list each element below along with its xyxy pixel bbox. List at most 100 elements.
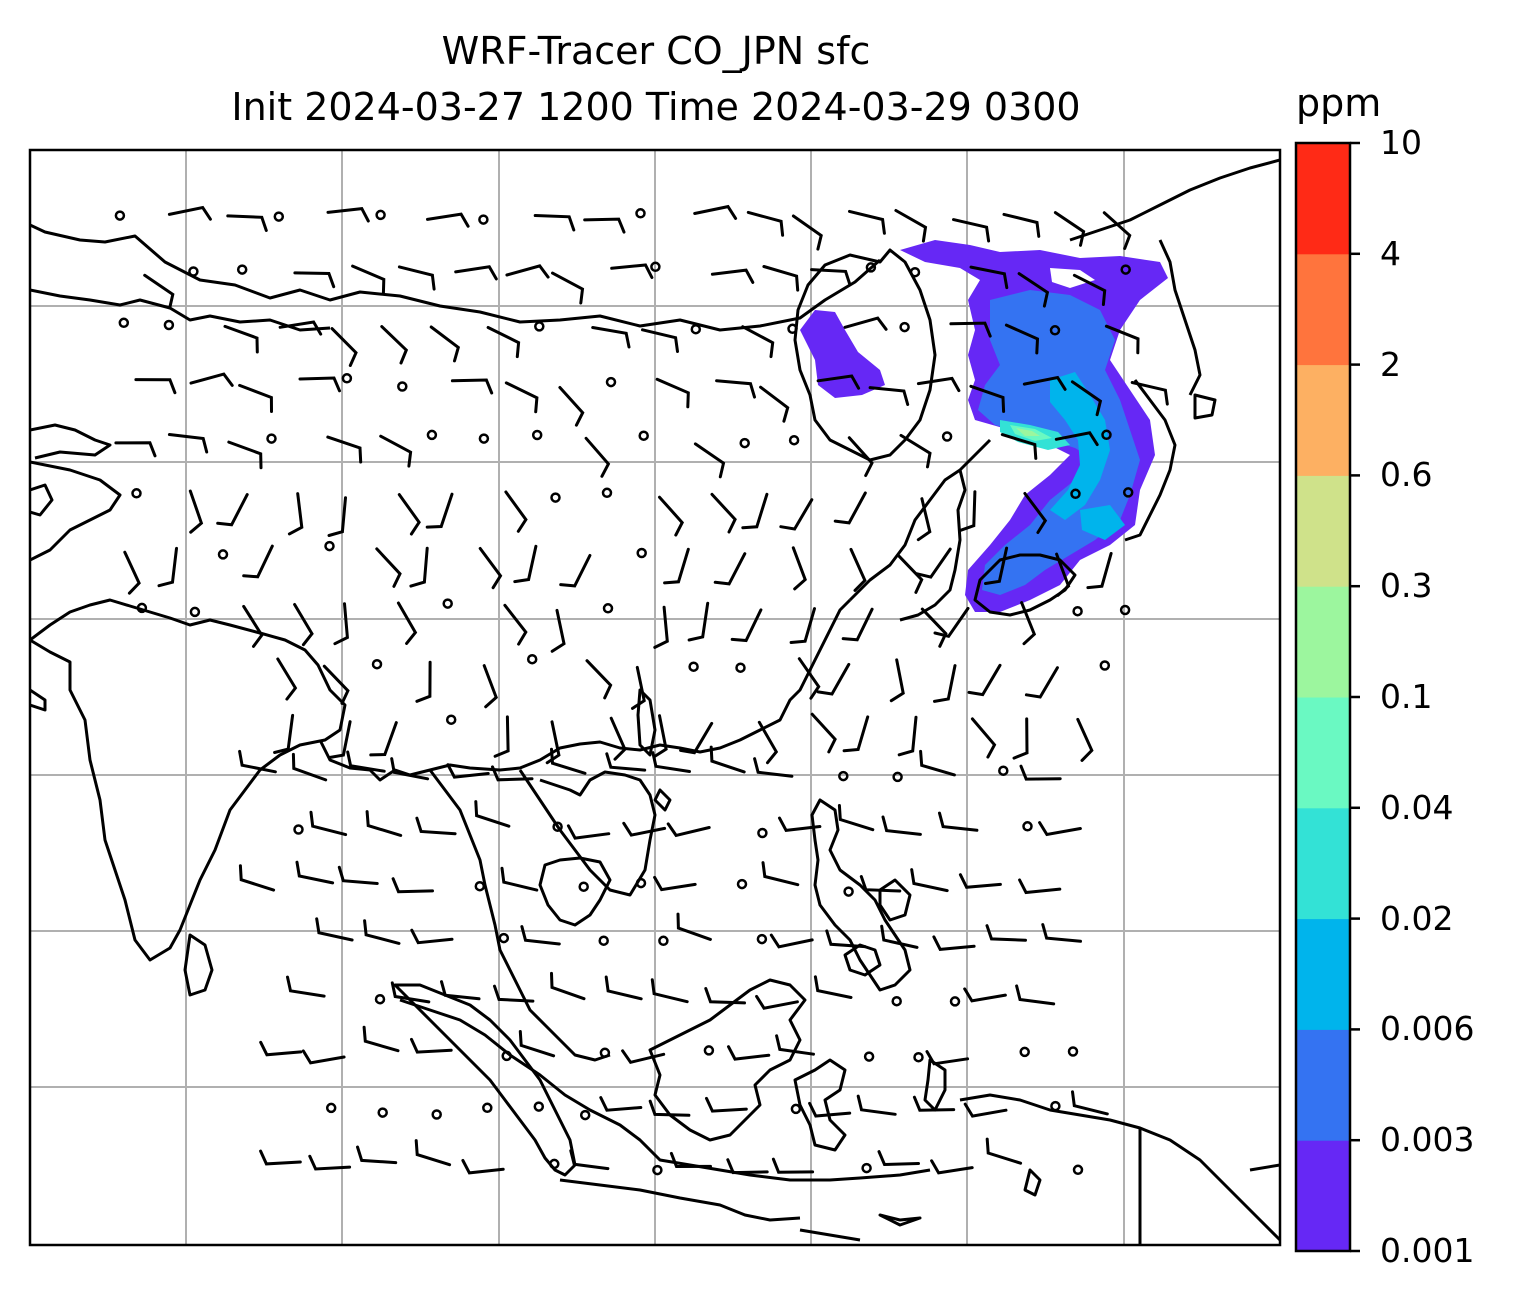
calm-wind-circle: [236, 264, 248, 275]
calm-wind-circle: [1099, 660, 1111, 671]
wind-barb: [715, 379, 756, 399]
wind-barb: [1076, 717, 1094, 762]
calm-wind-circle: [526, 653, 538, 665]
calm-wind-circle: [605, 376, 617, 388]
wind-barb: [308, 1154, 352, 1171]
calm-wind-circle: [324, 540, 335, 552]
wind-barb: [1071, 1090, 1109, 1116]
map-subtitle: Init 2024-03-27 1200 Time 2024-03-29 030…: [231, 85, 1081, 129]
wind-barb: [291, 752, 328, 782]
wind-barb: [933, 606, 970, 639]
colorbar-tick-label: 2: [1380, 344, 1401, 384]
wind-barb: [889, 658, 905, 703]
wind-barb: [952, 218, 991, 243]
wind-barb: [1002, 212, 1041, 238]
calm-wind-circle: [861, 1162, 872, 1174]
calm-wind-circle: [1072, 605, 1083, 617]
calm-wind-circle: [371, 658, 383, 670]
calm-wind-circle: [217, 549, 229, 560]
wind-barb: [713, 552, 747, 586]
wind-barb: [242, 604, 264, 648]
wind-barb: [518, 1030, 556, 1058]
colorbar-band-9: [1296, 143, 1350, 255]
wind-barb: [365, 810, 403, 837]
calm-wind-circle: [114, 210, 126, 221]
wind-barb: [410, 1037, 453, 1054]
wind-barb: [1102, 211, 1132, 250]
wind-barb: [810, 712, 837, 754]
colorbar-tick-label: 0.1: [1380, 677, 1433, 716]
calm-wind-circle: [188, 266, 199, 277]
wind-barb: [426, 212, 470, 228]
calm-wind-circle: [865, 262, 877, 273]
wind-barb: [167, 205, 212, 221]
calm-wind-circle: [636, 547, 647, 559]
wind-barb: [167, 433, 209, 454]
wind-barb: [841, 607, 874, 642]
calm-wind-circle: [1072, 1164, 1084, 1176]
calm-wind-circle: [1122, 487, 1134, 498]
calm-wind-circle: [909, 266, 921, 278]
wind-barb: [641, 328, 679, 353]
wind-barb: [880, 924, 919, 949]
tracer-plume: [800, 240, 1168, 612]
wind-barb: [604, 975, 643, 1001]
wind-barb: [379, 434, 413, 468]
calm-wind-circle: [445, 714, 457, 725]
wind-barb: [429, 325, 461, 363]
calm-wind-circle: [599, 1047, 611, 1059]
colorbar-band-1: [1296, 1029, 1350, 1141]
wind-barb: [710, 492, 737, 534]
wind-barb: [287, 492, 304, 536]
wind-barb: [216, 493, 249, 527]
wind-barb: [847, 436, 874, 477]
calm-wind-circle: [739, 437, 750, 449]
wind-barb: [486, 326, 521, 359]
wind-barb: [958, 873, 1002, 889]
wind-barb: [558, 386, 585, 427]
wind-barb: [837, 804, 875, 832]
calm-wind-circle: [598, 935, 609, 946]
wind-barb: [1015, 984, 1056, 1006]
wind-barb: [797, 657, 821, 700]
wind-barb: [789, 607, 816, 644]
wind-barb: [959, 490, 977, 532]
wind-barb: [396, 601, 418, 645]
wind-barb: [123, 550, 141, 595]
wind-barb: [599, 1096, 643, 1112]
calm-wind-circle: [163, 319, 175, 331]
wind-barb: [1023, 492, 1048, 534]
calm-wind-circle: [374, 993, 386, 1005]
wind-barb: [1104, 324, 1140, 355]
calm-wind-circle: [579, 1109, 591, 1121]
wind-barb: [771, 1157, 815, 1174]
calm-wind-circle: [941, 431, 953, 442]
wind-barb: [415, 816, 457, 836]
colorbar-tick-label: 0.3: [1380, 566, 1433, 606]
calm-wind-circle: [788, 434, 800, 446]
wind-barb: [409, 546, 429, 588]
wind-barb: [333, 602, 349, 646]
wind-barb: [1070, 380, 1103, 417]
wind-barb: [933, 664, 957, 703]
wind-barb: [278, 320, 323, 336]
colorbar-band-8: [1296, 253, 1350, 366]
calm-wind-circle: [949, 996, 961, 1007]
calm-wind-circle: [735, 662, 746, 673]
calm-wind-circle: [266, 433, 277, 444]
wind-barb: [390, 757, 430, 781]
calm-wind-circle: [913, 1051, 924, 1063]
wind-barb: [293, 603, 314, 647]
wind-barb: [709, 745, 746, 774]
wind-barb: [693, 204, 738, 220]
calm-wind-circle: [891, 995, 902, 1007]
wind-barb: [566, 824, 611, 840]
calm-wind-circle: [1050, 1100, 1061, 1112]
calm-wind-circle: [533, 1101, 545, 1112]
wind-barb: [912, 1095, 956, 1112]
wind-barb: [478, 547, 503, 590]
calm-wind-circle: [482, 1102, 493, 1114]
wind-barb: [648, 1099, 691, 1117]
wind-barb: [505, 264, 550, 279]
